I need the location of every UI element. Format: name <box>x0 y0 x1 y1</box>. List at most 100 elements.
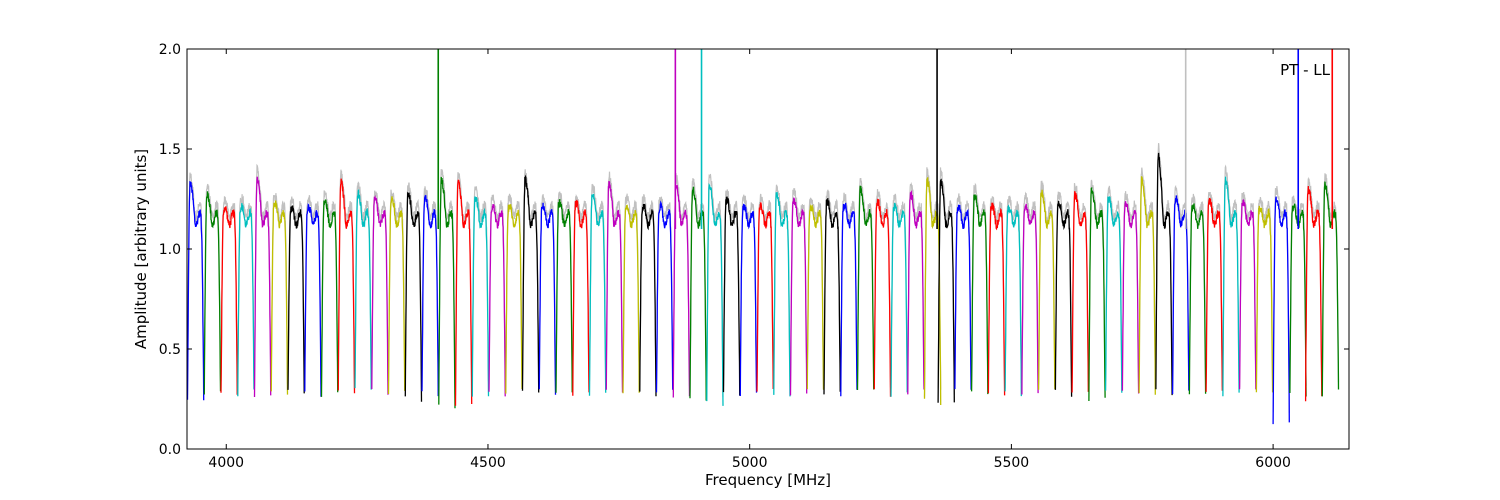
reference-channel-55 <box>1105 185 1123 386</box>
reference-channel-46 <box>954 193 972 387</box>
reference-channel-7 <box>304 195 322 390</box>
channel-43 <box>907 189 925 395</box>
channel-50 <box>1021 203 1039 395</box>
channel-16 <box>454 179 473 406</box>
channel-37 <box>806 203 825 390</box>
channel-55 <box>1104 195 1123 393</box>
x-tick-label-0: 4000 <box>208 455 244 471</box>
channel-10 <box>354 188 372 390</box>
channel-39 <box>840 202 858 397</box>
reference-channel-53 <box>1071 183 1089 383</box>
channel-36 <box>789 197 808 396</box>
reference-channel-11 <box>371 190 389 387</box>
y-axis-label: Amplitude [arbitrary units] <box>132 149 150 349</box>
reference-channel-8 <box>320 190 339 386</box>
channel-26 <box>622 204 640 394</box>
reference-channel-58 <box>1155 143 1173 386</box>
channel-61 <box>1205 197 1223 392</box>
channel-51 <box>1037 189 1056 390</box>
channel-67 <box>1304 185 1323 402</box>
reference-channel-9 <box>337 169 356 390</box>
y-tick-label-1: 0.5 <box>159 342 181 358</box>
reference-channel-40 <box>856 178 875 388</box>
reference-channel-37 <box>806 197 825 390</box>
reference-channel-36 <box>789 187 808 383</box>
reference-channel-6 <box>287 196 305 389</box>
channel-18 <box>488 204 506 397</box>
reference-channel-30 <box>689 178 707 393</box>
channel-9 <box>337 178 356 394</box>
reference-channel-35 <box>773 184 791 389</box>
reference-series-gray <box>187 143 1340 413</box>
channel-63 <box>1238 199 1257 390</box>
channel-68 <box>1321 181 1340 397</box>
reference-channel-1 <box>203 183 222 390</box>
channel-8 <box>320 199 339 397</box>
reference-channel-56 <box>1121 191 1140 389</box>
reference-channel-16 <box>454 172 473 396</box>
spike-markers <box>437 49 1334 229</box>
reference-channel-0 <box>187 172 205 396</box>
channel-11 <box>371 194 389 395</box>
channel-40 <box>856 185 875 391</box>
channel-1 <box>203 191 222 395</box>
reference-channel-28 <box>655 196 674 386</box>
channel-12 <box>387 196 406 395</box>
axes-frame <box>186 48 1350 450</box>
channel-60 <box>1188 203 1207 395</box>
reference-channel-49 <box>1004 195 1022 389</box>
channel-62 <box>1222 176 1240 397</box>
reference-channel-19 <box>505 193 523 387</box>
channel-24 <box>588 193 607 396</box>
reference-channel-52 <box>1054 191 1073 390</box>
channel-0 <box>187 181 205 401</box>
reference-channel-2 <box>220 196 238 388</box>
reference-channel-67 <box>1305 176 1323 397</box>
reference-channel-17 <box>471 186 490 385</box>
channel-4 <box>253 176 272 398</box>
reference-channel-5 <box>270 193 289 385</box>
channel-65 <box>1272 196 1290 425</box>
channel-6 <box>287 205 305 394</box>
x-axis-label: Frequency [MHz] <box>705 471 831 489</box>
reference-channel-12 <box>387 189 406 390</box>
reference-channel-3 <box>237 194 255 389</box>
x-tick-label-2: 5000 <box>732 455 768 471</box>
reference-channel-47 <box>971 182 989 383</box>
channel-25 <box>605 180 624 393</box>
reference-channel-23 <box>572 193 590 390</box>
reference-channel-4 <box>253 163 272 387</box>
channel-21 <box>538 202 557 395</box>
x-tick-label-4: 6000 <box>1255 455 1291 471</box>
channel-31 <box>706 182 724 406</box>
y-tick-label-3: 1.5 <box>159 142 181 158</box>
channel-30 <box>689 186 707 401</box>
reference-channel-21 <box>538 194 557 383</box>
channel-22 <box>555 199 573 393</box>
y-tick-label-0: 0.0 <box>159 442 181 458</box>
reference-channel-41 <box>873 189 892 389</box>
channel-15 <box>438 176 456 409</box>
channel-14 <box>421 194 439 397</box>
channel-66 <box>1289 203 1307 397</box>
channel-13 <box>404 191 423 402</box>
reference-channel-45 <box>937 167 955 395</box>
reference-channel-44 <box>923 167 942 397</box>
reference-channel-20 <box>521 169 540 383</box>
channel-49 <box>1004 204 1022 397</box>
reference-channel-26 <box>622 193 640 382</box>
channel-33 <box>739 203 758 397</box>
reference-channel-50 <box>1021 191 1039 385</box>
y-tick-label-2: 1.0 <box>159 242 181 258</box>
reference-channel-60 <box>1188 193 1207 390</box>
channel-44 <box>923 177 942 406</box>
reference-channel-54 <box>1088 179 1106 389</box>
channel-52 <box>1054 200 1073 397</box>
channel-20 <box>521 174 540 393</box>
channel-57 <box>1138 176 1156 395</box>
channel-45 <box>937 178 955 403</box>
y-tick-label-4: 2.0 <box>159 42 181 58</box>
reference-channel-15 <box>438 169 456 399</box>
x-tick-label-3: 5500 <box>994 455 1030 471</box>
